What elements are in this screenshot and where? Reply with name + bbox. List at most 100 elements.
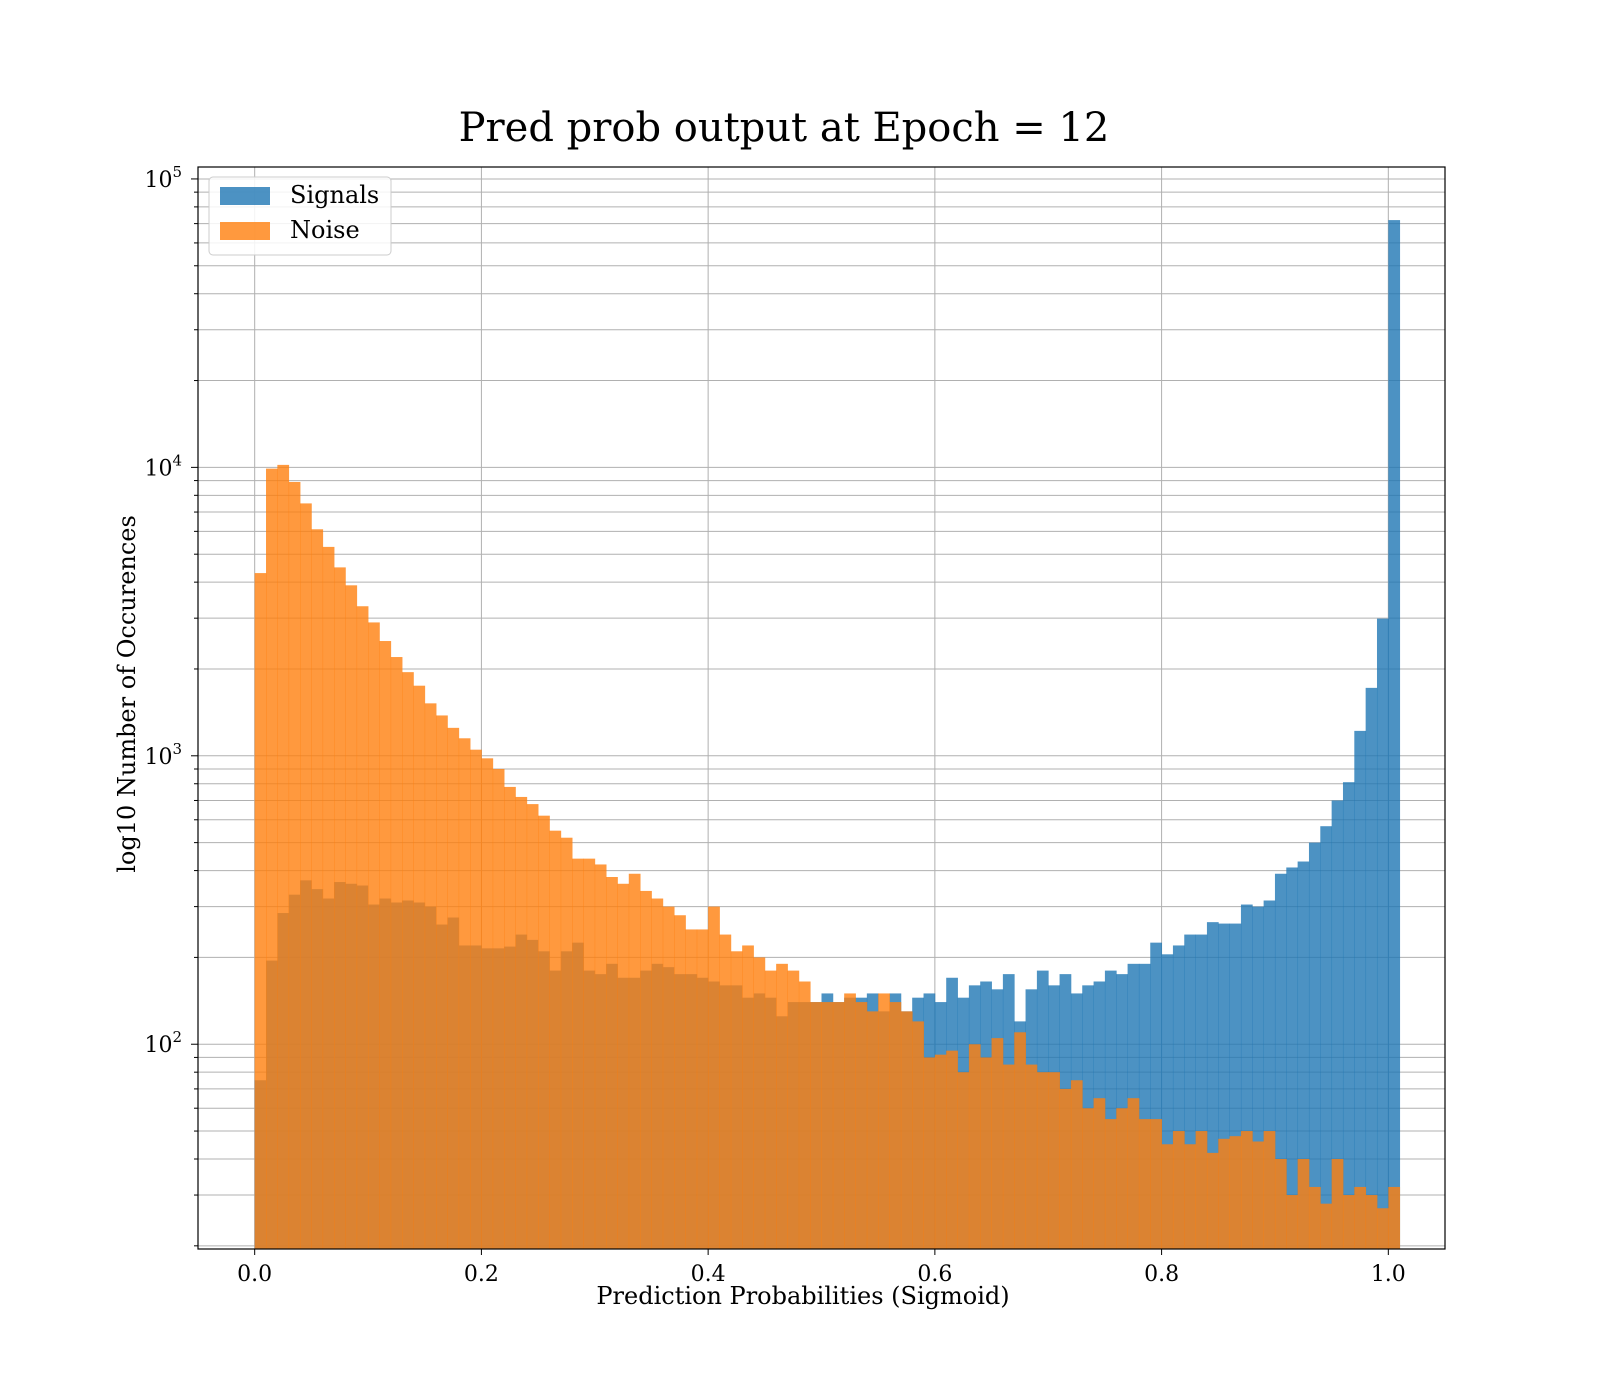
bar-noise [742, 945, 754, 1249]
bar-noise [923, 1057, 936, 1249]
bar-noise [844, 993, 856, 1249]
bar-signals [1331, 800, 1344, 1249]
bar-noise [1116, 1108, 1128, 1249]
bar-signals [1297, 861, 1310, 1249]
bar-signals [1195, 934, 1208, 1249]
y-axis-ticks: 102 103 104 105 [144, 163, 198, 1247]
bar-noise [288, 481, 301, 1250]
bar-noise [1059, 1088, 1072, 1249]
bar-noise [991, 1038, 1004, 1249]
bar-signals [1342, 782, 1355, 1249]
bar-noise [402, 672, 414, 1249]
bar-noise [1104, 1119, 1117, 1249]
bar-noise [878, 993, 890, 1249]
bar-noise [764, 970, 777, 1249]
bar-noise [708, 906, 720, 1249]
bar-signals [1240, 904, 1253, 1249]
bar-noise [1320, 1203, 1333, 1249]
bar-noise [1172, 1131, 1185, 1249]
bar-noise [470, 749, 482, 1249]
bar-noise [821, 1002, 834, 1249]
bar-noise [957, 1072, 970, 1249]
bar-noise [719, 934, 732, 1249]
bar-noise [1240, 1131, 1253, 1249]
legend-label-noise: Noise [290, 216, 360, 244]
plot-frame [197, 166, 1446, 1250]
bar-noise [1138, 1119, 1151, 1249]
bar-noise [889, 1002, 902, 1249]
bar-noise [776, 963, 788, 1249]
bar-signals [1308, 842, 1321, 1249]
bar-noise [685, 929, 698, 1249]
bar-noise [1354, 1186, 1367, 1249]
bar-noise [515, 796, 528, 1249]
bar-signals [1320, 826, 1333, 1249]
bar-noise [356, 606, 369, 1249]
bar-noise [458, 738, 471, 1249]
bar-signals [1229, 923, 1242, 1249]
bar-noise [538, 815, 550, 1249]
bar-noise [424, 703, 437, 1249]
bar-noise [980, 1057, 992, 1249]
bar-noise [436, 715, 448, 1249]
bar-signals [1263, 900, 1276, 1249]
y-tick-label: 103 [144, 740, 182, 770]
bar-noise [832, 1002, 845, 1249]
bar-signals [1218, 923, 1231, 1249]
x-tick-label: 0.6 [917, 1262, 952, 1287]
bar-noise [1184, 1144, 1196, 1249]
x-axis-label: Prediction Probabilities (Sigmoid) [596, 1282, 1009, 1310]
bar-noise [866, 1011, 879, 1249]
bar-noise [1070, 1080, 1083, 1249]
bar-signals [1150, 942, 1162, 1249]
bar-noise [730, 951, 743, 1249]
bar-signals [1161, 954, 1174, 1249]
bar-noise [674, 915, 686, 1249]
bar-noise [753, 957, 766, 1249]
bar-noise [1286, 1195, 1299, 1249]
bar-noise [526, 804, 539, 1249]
bar-noise [1014, 1032, 1026, 1249]
bar-noise [1252, 1141, 1265, 1249]
bar-noise [390, 657, 403, 1249]
bar-noise [798, 981, 811, 1249]
bar-signals [1286, 867, 1299, 1249]
bar-noise [345, 585, 358, 1249]
bar-noise [1161, 1144, 1174, 1249]
bar-noise [1206, 1152, 1219, 1249]
legend-label-signals: Signals [290, 181, 379, 209]
bar-noise [1388, 1186, 1401, 1249]
x-tick-label: 0.4 [691, 1262, 726, 1287]
bar-noise [504, 786, 516, 1249]
bar-noise [900, 1011, 913, 1249]
bar-signals [1388, 220, 1401, 1250]
bar-noise [368, 622, 380, 1249]
bar-noise [662, 906, 675, 1249]
bar-noise [1263, 1131, 1276, 1249]
bar-signals [1365, 687, 1378, 1249]
bar-noise [572, 858, 584, 1249]
bar-noise [492, 768, 505, 1249]
y-axis-label: log10 Number of Occurences [113, 515, 141, 873]
bar-signals [1376, 618, 1389, 1249]
bar-noise [334, 567, 346, 1249]
bar-noise [787, 970, 800, 1249]
bar-signals [1354, 730, 1367, 1249]
bar-noise [1365, 1195, 1378, 1249]
bar-noise [1127, 1098, 1140, 1249]
bar-noise [628, 873, 641, 1249]
legend: Signals Noise [208, 176, 392, 256]
bar-noise [1195, 1131, 1208, 1249]
bar-noise [651, 898, 664, 1249]
y-tick-label: 102 [144, 1028, 182, 1058]
legend-swatch-noise [220, 222, 270, 240]
bar-noise [594, 864, 607, 1249]
bar-noise [696, 929, 709, 1249]
x-tick-label: 0.8 [1144, 1262, 1179, 1287]
x-tick-label: 0.2 [464, 1262, 499, 1287]
bar-noise [640, 890, 652, 1249]
x-axis-ticks: 0.0 0.2 0.4 0.6 0.8 1.0 [237, 1249, 1406, 1287]
bar-noise [560, 837, 573, 1249]
bar-noise [855, 1002, 868, 1249]
